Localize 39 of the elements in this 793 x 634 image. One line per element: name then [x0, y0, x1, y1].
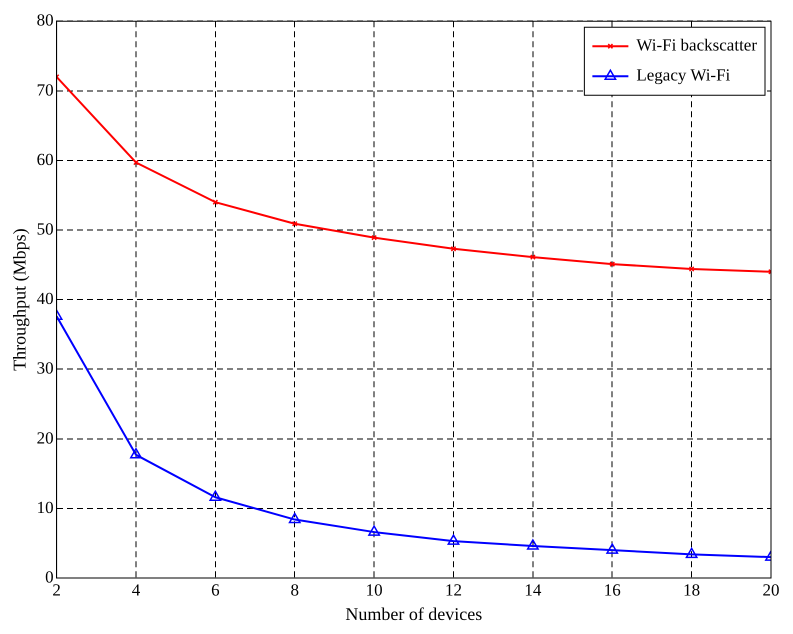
point	[609, 261, 616, 267]
x-tick-label: 20	[762, 580, 780, 600]
point	[292, 220, 298, 227]
x-axis-title: Number of devices	[345, 604, 482, 624]
point	[288, 512, 301, 524]
point	[133, 160, 139, 166]
point	[686, 548, 698, 558]
y-tick-label: 30	[36, 358, 54, 378]
point	[371, 234, 377, 241]
x-tick-label: 16	[604, 580, 621, 600]
x-tick-label: 2	[52, 580, 61, 600]
legend-label: Legacy Wi-Fi	[636, 66, 731, 85]
y-tick-label: 50	[36, 219, 54, 238]
x-tick-label: 14	[524, 580, 542, 600]
x-tick-label: 4	[132, 580, 141, 600]
point	[606, 543, 618, 554]
point	[530, 254, 536, 260]
y-tick-label: 70	[36, 80, 54, 100]
point	[450, 246, 456, 252]
x-tick-label: 6	[211, 580, 220, 600]
y-tick-label: 60	[36, 150, 54, 169]
x-tick-label: 12	[444, 580, 462, 600]
point	[212, 199, 218, 206]
x-tick-label: 18	[683, 580, 700, 600]
y-tick-label: 80	[36, 10, 54, 30]
point	[448, 534, 460, 545]
y-tick-label: 10	[36, 498, 54, 517]
x-tick-label: 10	[366, 580, 383, 600]
point	[368, 525, 380, 536]
point	[130, 448, 142, 459]
point	[209, 490, 222, 502]
y-tick-label: 0	[45, 567, 54, 586]
x-tick-label: 8	[290, 580, 299, 600]
legend-label: Wi-Fi backscatter	[636, 36, 758, 55]
y-tick-label: 20	[36, 428, 54, 448]
point	[688, 266, 694, 272]
y-tick-label: 40	[36, 289, 54, 308]
point	[526, 539, 539, 550]
y-axis-title: Throughput (Mbps)	[10, 228, 30, 371]
